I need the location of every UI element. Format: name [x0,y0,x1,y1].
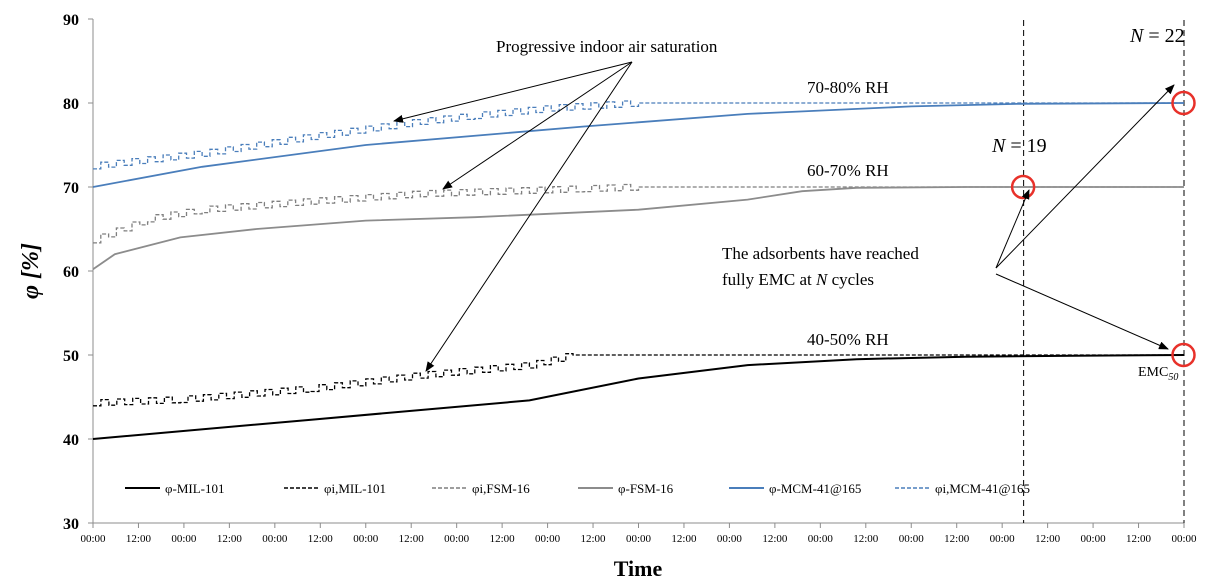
y-ticks: 30 40 50 60 70 80 90 [63,12,93,533]
annotation-emc-line2: fully EMC at N cycles [722,270,874,289]
x-tick-label: 12:00 [1035,533,1061,545]
x-tick-label: 12:00 [1126,533,1152,545]
x-tick-label: 00:00 [80,533,106,545]
x-tick-label: 12:00 [762,533,788,545]
x-tick-label: 00:00 [717,533,743,545]
legend-label: φ-MCM-41@165 [769,481,861,496]
x-tick-label: 00:00 [171,533,197,545]
x-tick-label: 00:00 [535,533,561,545]
legend-label: φ-MIL-101 [165,481,225,496]
x-tick-label: 00:00 [990,533,1016,545]
annotation-rh-high: 70-80% RH [807,78,889,97]
x-tick-label: 00:00 [899,533,925,545]
annotation-n19-value: = 19 [1005,135,1046,157]
series [92,100,1185,440]
arrow-emc-n19 [995,189,1030,269]
series-line-0 [92,354,1185,440]
vertical-lines [1023,20,1185,523]
annotation-rh-low: 40-50% RH [807,330,889,349]
arrow-saturation-mil [425,61,633,372]
annotation-emc-line2-b: cycles [827,270,874,289]
x-tick-label: 12:00 [399,533,425,545]
x-tick-label: 12:00 [490,533,516,545]
annotation-arrows [393,61,1175,372]
y-tick-label: 60 [63,264,79,281]
x-axis-label: Time [614,556,663,581]
x-ticks: 00:00 12:00 00:00 12:00 00:00 12:00 00:00 12:00… [80,523,1197,545]
x-tick-label: 12:00 [944,533,970,545]
annotation-emc50-label: EMC [1138,365,1168,380]
annotation-saturation: Progressive indoor air saturation [496,37,718,56]
x-tick-label: 00:00 [626,533,652,545]
y-tick-label: 40 [63,432,79,449]
annotation-n19: N = 19 [991,135,1047,157]
x-tick-label: 00:00 [262,533,288,545]
annotation-emc-line1: The adsorbents have reached [722,244,919,263]
y-tick-label: 80 [63,96,79,113]
series-line-4 [92,102,1185,188]
annotation-n19-var: N [991,135,1007,157]
arrow-emc-n22-high [995,84,1175,269]
arrow-saturation-fsm [442,61,633,190]
annotation-emc50-sub: 50 [1168,372,1178,383]
legend-label: φi,MIL-101 [324,481,386,496]
legend-label: φ-FSM-16 [618,481,674,496]
annotation-rh-mid: 60-70% RH [807,161,889,180]
x-tick-label: 12:00 [671,533,697,545]
annotation-emc-line2-a: fully EMC at [722,270,816,289]
y-tick-label: 50 [63,348,79,365]
x-tick-label: 12:00 [126,533,152,545]
annotation-n22-value: = 22 [1143,25,1184,47]
emc-marker [1171,90,1196,116]
annotation-n22: N = 22 [1129,25,1185,47]
y-tick-label: 70 [63,180,79,197]
series-line-1 [93,353,1184,407]
annotation-n22-var: N [1129,25,1145,47]
x-tick-label: 00:00 [1081,533,1107,545]
arrow-saturation-mcm [393,61,633,123]
emc-markers [1010,90,1196,368]
x-tick-label: 00:00 [1171,533,1197,545]
y-tick-label: 30 [63,516,79,533]
x-tick-label: 00:00 [353,533,379,545]
legend-label: φi,FSM-16 [472,481,530,496]
emc-marker [1171,342,1196,368]
series-line-5 [93,100,1184,170]
arrow-emc-n22-low [995,273,1169,350]
annotation-emc-line2-n: N [815,270,829,289]
y-tick-label: 90 [63,12,79,29]
series-line-3 [92,186,1184,271]
x-tick-label: 12:00 [581,533,607,545]
x-tick-label: 00:00 [808,533,834,545]
legend-label: φi,MCM-41@165 [935,481,1030,496]
legend: φ-MIL-101 φi,MIL-101 φi,FSM-16 φ-FSM-16 φ-MC… [125,481,1030,496]
x-tick-label: 00:00 [444,533,470,545]
y-axis-label: φ [%] [18,243,44,299]
x-tick-label: 12:00 [308,533,334,545]
x-tick-label: 12:00 [217,533,243,545]
series-line-2 [93,183,1184,244]
annotation-emc50: EMC50 [1138,365,1178,383]
x-tick-label: 12:00 [853,533,879,545]
